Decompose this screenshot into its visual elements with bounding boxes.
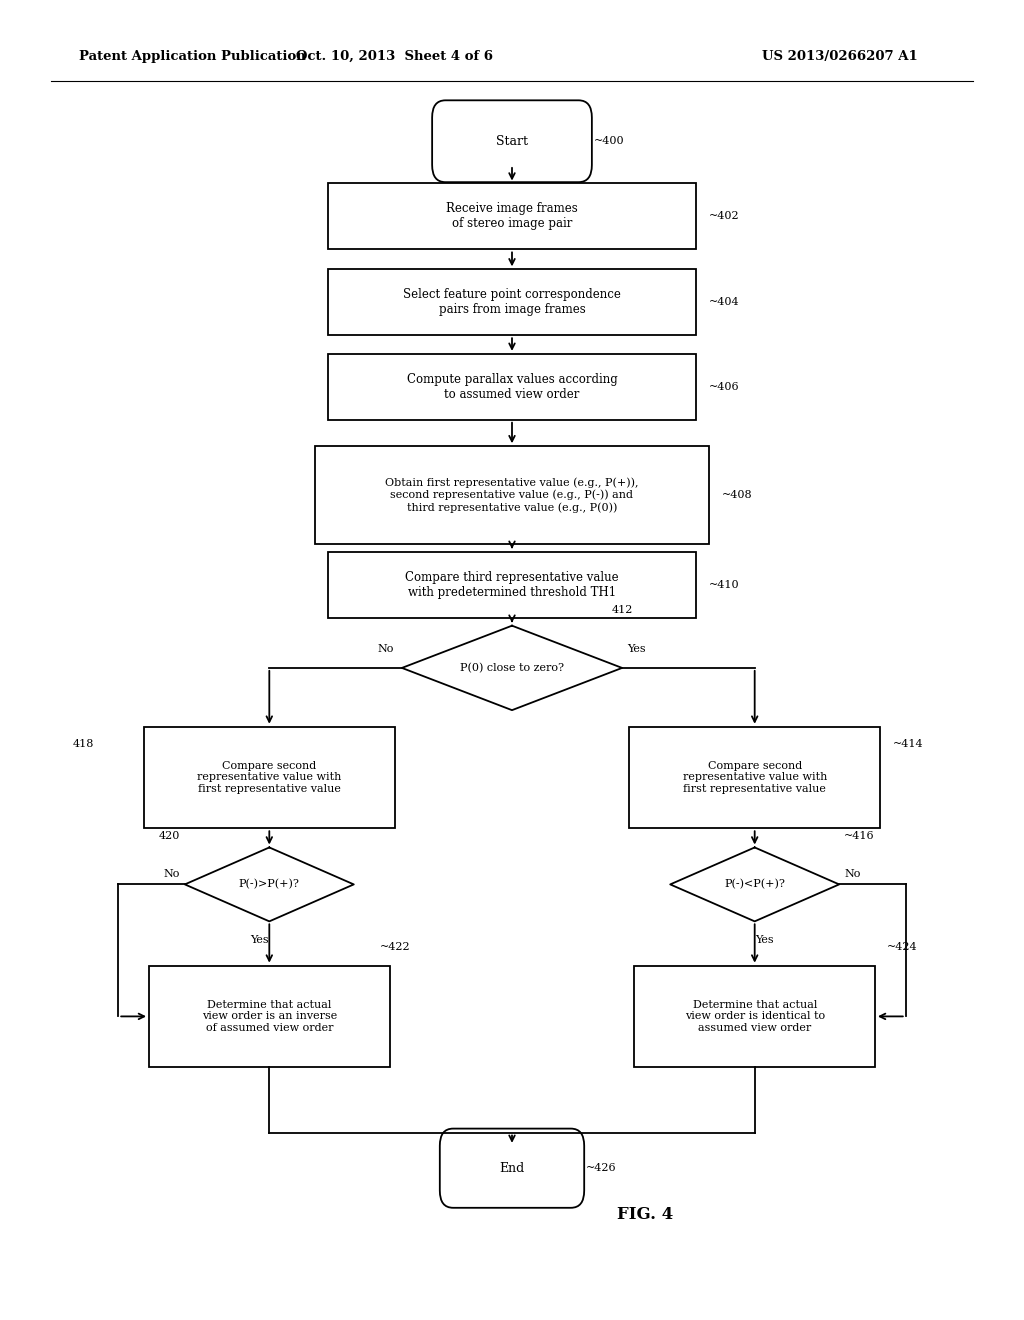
Text: 420: 420 xyxy=(159,830,180,841)
Bar xyxy=(328,269,696,335)
Text: ~400: ~400 xyxy=(594,136,625,147)
Bar xyxy=(328,354,696,420)
Bar xyxy=(328,552,696,618)
Bar xyxy=(328,183,696,249)
Text: P(0) close to zero?: P(0) close to zero? xyxy=(460,663,564,673)
Text: Start: Start xyxy=(496,135,528,148)
Text: No: No xyxy=(844,869,860,879)
Polygon shape xyxy=(670,847,840,921)
Text: No: No xyxy=(164,869,180,879)
Text: Oct. 10, 2013  Sheet 4 of 6: Oct. 10, 2013 Sheet 4 of 6 xyxy=(296,50,493,63)
Text: Yes: Yes xyxy=(250,935,268,945)
Text: ~402: ~402 xyxy=(709,211,739,222)
Polygon shape xyxy=(184,847,354,921)
Bar xyxy=(143,726,395,829)
Text: Determine that actual
view order is an inverse
of assumed view order: Determine that actual view order is an i… xyxy=(202,999,337,1034)
Text: ~408: ~408 xyxy=(721,490,752,500)
Text: Compute parallax values according
to assumed view order: Compute parallax values according to ass… xyxy=(407,372,617,401)
Text: ~416: ~416 xyxy=(844,830,874,841)
Text: Determine that actual
view order is identical to
assumed view order: Determine that actual view order is iden… xyxy=(685,999,824,1034)
Text: 418: 418 xyxy=(72,739,93,750)
Text: P(-)<P(+)?: P(-)<P(+)? xyxy=(724,879,785,890)
Text: ~406: ~406 xyxy=(709,381,739,392)
Text: ~426: ~426 xyxy=(586,1163,616,1173)
Text: Select feature point correspondence
pairs from image frames: Select feature point correspondence pair… xyxy=(403,288,621,317)
Text: P(-)>P(+)?: P(-)>P(+)? xyxy=(239,879,300,890)
Text: Patent Application Publication: Patent Application Publication xyxy=(79,50,305,63)
Bar xyxy=(629,726,881,829)
Text: ~424: ~424 xyxy=(887,942,918,953)
Bar xyxy=(634,966,874,1067)
Text: Yes: Yes xyxy=(627,644,646,655)
FancyBboxPatch shape xyxy=(440,1129,584,1208)
Text: 412: 412 xyxy=(612,605,633,615)
Text: ~422: ~422 xyxy=(379,942,410,953)
Bar xyxy=(315,446,709,544)
Text: Compare second
representative value with
first representative value: Compare second representative value with… xyxy=(198,760,341,795)
Text: Obtain first representative value (e.g., P(+)),
second representative value (e.g: Obtain first representative value (e.g.,… xyxy=(385,478,639,512)
FancyBboxPatch shape xyxy=(432,100,592,182)
Text: Compare third representative value
with predetermined threshold TH1: Compare third representative value with … xyxy=(406,570,618,599)
Text: ~404: ~404 xyxy=(709,297,739,308)
Text: FIG. 4: FIG. 4 xyxy=(617,1206,673,1222)
Bar xyxy=(150,966,389,1067)
Text: US 2013/0266207 A1: US 2013/0266207 A1 xyxy=(762,50,918,63)
Text: ~414: ~414 xyxy=(892,739,923,750)
Polygon shape xyxy=(401,626,623,710)
Text: Receive image frames
of stereo image pair: Receive image frames of stereo image pai… xyxy=(446,202,578,231)
Text: Yes: Yes xyxy=(756,935,774,945)
Text: End: End xyxy=(500,1162,524,1175)
Text: Compare second
representative value with
first representative value: Compare second representative value with… xyxy=(683,760,826,795)
Text: No: No xyxy=(378,644,393,655)
Text: ~410: ~410 xyxy=(709,579,739,590)
